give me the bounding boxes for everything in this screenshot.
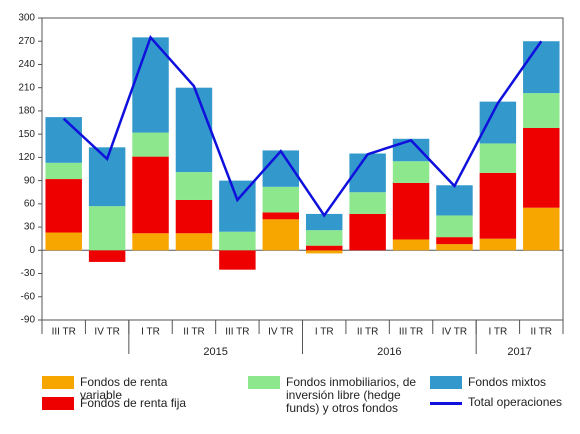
y-tick-label: 210: [18, 82, 35, 93]
bar-segment: [349, 213, 386, 251]
bar-segment: [392, 161, 430, 183]
bar-segment: [175, 233, 213, 251]
bar-segment: [88, 250, 126, 262]
bar-segment: [479, 143, 517, 173]
y-tick-label: 300: [18, 13, 35, 24]
bar-segment: [88, 206, 126, 251]
x-tick-label: II TR: [183, 327, 204, 338]
group-label: 2016: [377, 346, 401, 358]
y-tick-label: 60: [24, 198, 36, 209]
bar-segment: [262, 219, 300, 251]
group-label: 2017: [507, 346, 531, 358]
total-line: [62, 34, 543, 218]
x-tick-label: III TR: [399, 327, 423, 338]
bar-segment: [45, 117, 82, 163]
bar-segment: [175, 199, 213, 234]
bar-segment: [523, 207, 560, 251]
x-tick-label: II TR: [357, 327, 378, 338]
y-tick-label: 0: [29, 245, 35, 256]
bar-segment: [175, 172, 213, 200]
y-tick-label: 90: [24, 175, 36, 186]
y-tick-label: -60: [21, 291, 36, 302]
legend-swatch: [42, 397, 74, 410]
y-tick-label: 120: [18, 152, 35, 163]
bar-segment: [523, 41, 560, 94]
bar-segment: [479, 238, 517, 251]
bar-segment: [436, 237, 473, 245]
bar-segment: [349, 192, 386, 214]
x-tick-label: IV TR: [94, 327, 119, 338]
x-tick-label: I TR: [141, 327, 160, 338]
bar-segment: [219, 231, 256, 251]
bar-segment: [392, 182, 430, 240]
bar-segment: [132, 233, 169, 251]
bar-segment: [175, 87, 213, 173]
bar-segment: [479, 172, 517, 239]
x-tick-label: III TR: [52, 327, 76, 338]
bar-segment: [436, 215, 473, 238]
y-tick-label: 30: [24, 222, 36, 233]
bar-segment: [523, 93, 560, 128]
bar-segment: [392, 239, 430, 251]
x-tick-label: IV TR: [268, 327, 293, 338]
bar-segment: [132, 37, 169, 133]
legend-swatch: [42, 376, 74, 389]
y-tick-label: -30: [21, 268, 36, 279]
legend-swatch: [430, 402, 462, 405]
bar-segment: [45, 179, 82, 233]
bar-segment: [45, 232, 82, 251]
bar-segment: [392, 138, 430, 162]
bar-segment: [436, 244, 473, 251]
bar-segment: [523, 127, 560, 208]
x-tick-label: I TR: [315, 327, 334, 338]
bar-segment: [305, 250, 343, 254]
bar-segment: [262, 186, 300, 213]
x-tick-label: I TR: [489, 327, 508, 338]
legend-label: Fondos de renta variable: [80, 375, 168, 402]
group-label: 2015: [203, 346, 227, 358]
bar-segment: [305, 230, 343, 246]
y-tick-label: 270: [18, 36, 35, 47]
legend-label: Total operaciones: [468, 395, 563, 409]
legend-label: Fondos inmobiliarios, de inversión libre…: [286, 375, 417, 415]
legend-label: Fondos de renta fija: [80, 396, 187, 410]
bar-segment: [305, 245, 343, 251]
x-tick-label: III TR: [225, 327, 249, 338]
legend-swatch: [248, 376, 280, 389]
chart: -90 -60 -30 0 30 60 90 120 150 180 210 240 270 300 III…: [18, 13, 564, 358]
bar-segment: [305, 213, 343, 231]
y-tick-label: 150: [18, 129, 35, 140]
bar-segment: [219, 250, 256, 270]
y-tick-label: 240: [18, 59, 35, 70]
x-tick-label: IV TR: [442, 327, 467, 338]
bar-segment: [219, 180, 256, 232]
bar-segment: [45, 162, 82, 180]
legend-label: Fondos mixtos: [468, 375, 547, 389]
bar-segment: [132, 132, 169, 157]
legend-swatch: [430, 376, 462, 389]
bar-segment: [479, 101, 517, 144]
bar-segment: [436, 185, 473, 216]
y-tick-label: 180: [18, 106, 35, 117]
bar-segment: [262, 212, 300, 220]
x-tick-label: II TR: [531, 327, 552, 338]
y-tick-label: -90: [21, 315, 36, 326]
bar-segment: [132, 156, 169, 234]
